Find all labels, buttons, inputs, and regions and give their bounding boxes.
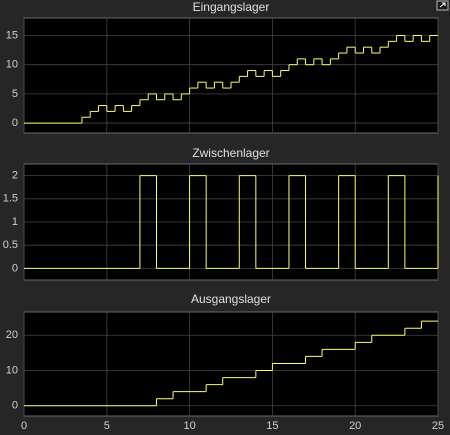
subplot: Eingangslager 0 5 10 15 — [6, 0, 439, 134]
y-tick-label: 0 — [12, 400, 18, 412]
y-tick-label: 0 — [12, 262, 18, 274]
subplot: Ausgangslager 0 10 20 0 5 10 15 20 25 — [6, 292, 444, 432]
x-tick-label: 20 — [349, 420, 361, 432]
x-tick-label: 15 — [266, 420, 278, 432]
y-tick-label: 15 — [6, 29, 18, 41]
y-tick-label: 1.5 — [3, 193, 18, 205]
subplot: Zwischenlager 0 0.5 1 1.5 2 — [3, 146, 439, 281]
y-tick-label: 10 — [6, 59, 18, 71]
plot-area — [23, 311, 439, 417]
undock-arrow — [439, 2, 446, 8]
subplot-title: Zwischenlager — [192, 146, 269, 160]
subplot-title: Ausgangslager — [191, 292, 271, 306]
y-tick-label: 0 — [12, 117, 18, 129]
y-tick-label: 5 — [12, 88, 18, 100]
y-tick-label: 10 — [6, 364, 18, 376]
y-tick-label: 20 — [6, 329, 18, 341]
x-tick-label: 10 — [183, 420, 195, 432]
y-tick-label: 1 — [12, 216, 18, 228]
x-tick-label: 0 — [21, 420, 27, 432]
y-tick-label: 0.5 — [3, 239, 18, 251]
x-tick-label: 25 — [432, 420, 444, 432]
x-tick-label: 5 — [104, 420, 110, 432]
undock-button[interactable] — [436, 0, 449, 11]
subplot-title: Eingangslager — [193, 0, 270, 14]
y-tick-label: 2 — [12, 170, 18, 182]
plot-area — [23, 17, 439, 134]
